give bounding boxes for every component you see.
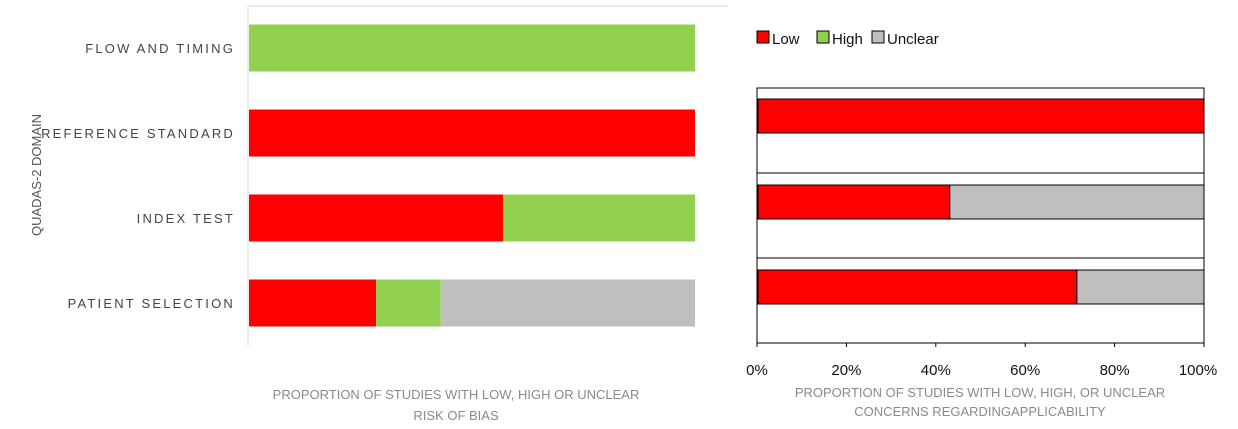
right-tick-label-4: 80%: [1100, 362, 1130, 379]
right-bar-index-test-unclear: [949, 184, 1205, 220]
left-x-axis-label-line1: PROPORTION OF STUDIES WITH LOW, HIGH OR …: [273, 387, 640, 402]
left-y-axis-label: QUADAS-2 DOMAIN: [29, 114, 44, 236]
legend-label-high: High: [832, 31, 863, 48]
legend-label-low: Low: [772, 31, 800, 48]
left-bar-flow-and-timing-high: [249, 24, 695, 72]
left-category-flow-and-timing: FLOW AND TIMING: [85, 41, 235, 56]
right-bar-patient-selection-low: [757, 269, 1078, 305]
left-x-axis-label-line2: RISK OF BIAS: [413, 408, 499, 423]
right-bar-reference-standard-low: [757, 98, 1205, 134]
right-tick-label-5: 100%: [1179, 362, 1217, 379]
right-bar-patient-selection-unclear: [1076, 269, 1205, 305]
left-category-patient-selection: PATIENT SELECTION: [68, 296, 235, 311]
right-x-axis-label-line1: PROPORTION OF STUDIES WITH LOW, HIGH, OR…: [795, 385, 1165, 400]
right-tick-label-3: 60%: [1010, 362, 1040, 379]
right-tick-label-0: 0%: [746, 362, 768, 379]
right-x-axis-label-line2: CONCERNS REGARDINGAPPLICABILITY: [854, 404, 1106, 419]
right-bar-index-test-low: [757, 184, 951, 220]
applicability-chart: Low High Unclear 0% 20% 40% 60% 80% 100% PROPOR…: [746, 30, 1217, 419]
left-bar-index-test-high: [503, 194, 695, 242]
legend-swatch-unclear: [871, 30, 885, 44]
legend-label-unclear: Unclear: [887, 31, 939, 48]
risk-of-bias-chart: QUADAS-2 DOMAIN FLOW AND TIMING REFERENCE…: [29, 5, 728, 423]
left-bar-patient-selection-high: [376, 279, 441, 327]
right-tick-label-1: 20%: [831, 362, 861, 379]
left-bar-index-test-low: [249, 194, 504, 242]
right-tick-label-2: 40%: [921, 362, 951, 379]
left-category-reference-standard: REFERENCE STANDARD: [41, 126, 235, 141]
left-bar-reference-standard-low: [249, 109, 695, 157]
legend-swatch-high: [816, 30, 830, 44]
left-bar-patient-selection-unclear: [440, 279, 695, 327]
left-bar-patient-selection-low: [249, 279, 377, 327]
left-category-index-test: INDEX TEST: [137, 211, 235, 226]
legend-swatch-low: [756, 30, 770, 44]
